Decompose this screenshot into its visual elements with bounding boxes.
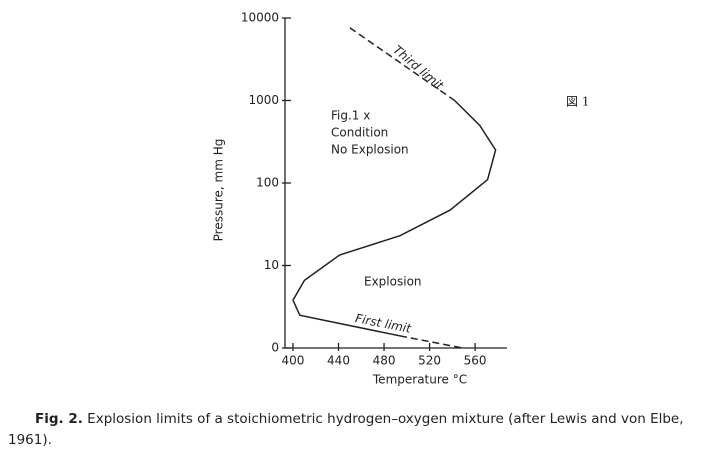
annotation: 図 1 <box>566 95 589 109</box>
x-tick-label: 440 <box>327 354 350 368</box>
limit-curve <box>292 99 497 337</box>
caption-text: Explosion limits of a stoichiometric hyd… <box>8 411 684 448</box>
y-tick-label: 100 <box>256 176 279 190</box>
x-axis-label: Temperature °C <box>372 373 467 387</box>
y-axis-label: Pressure, mm Hg <box>212 139 226 242</box>
y-tick-label: 1000 <box>248 93 279 107</box>
y-tick-label: 10 <box>264 258 279 272</box>
annotation: No Explosion <box>331 143 409 157</box>
annotation: Condition <box>331 126 388 140</box>
y-tick-label: 0 <box>271 341 279 355</box>
x-tick-label: 400 <box>282 354 305 368</box>
limit-curve <box>399 335 463 349</box>
x-tick-label: 560 <box>464 354 487 368</box>
chart: Temperature °C Pressure, mm Hg 0 10 100 100… <box>212 11 590 387</box>
y-tick-label: 10000 <box>241 11 279 25</box>
annotation: Fig.1 x <box>331 109 370 123</box>
caption-label: Fig. 2. <box>35 411 83 427</box>
annotation: Explosion <box>364 275 422 289</box>
x-tick-label: 520 <box>418 354 441 368</box>
series-label: Third limit <box>390 43 447 94</box>
caption: Fig. 2. Explosion limits of a stoichiome… <box>8 409 720 451</box>
x-tick-label: 480 <box>373 354 396 368</box>
